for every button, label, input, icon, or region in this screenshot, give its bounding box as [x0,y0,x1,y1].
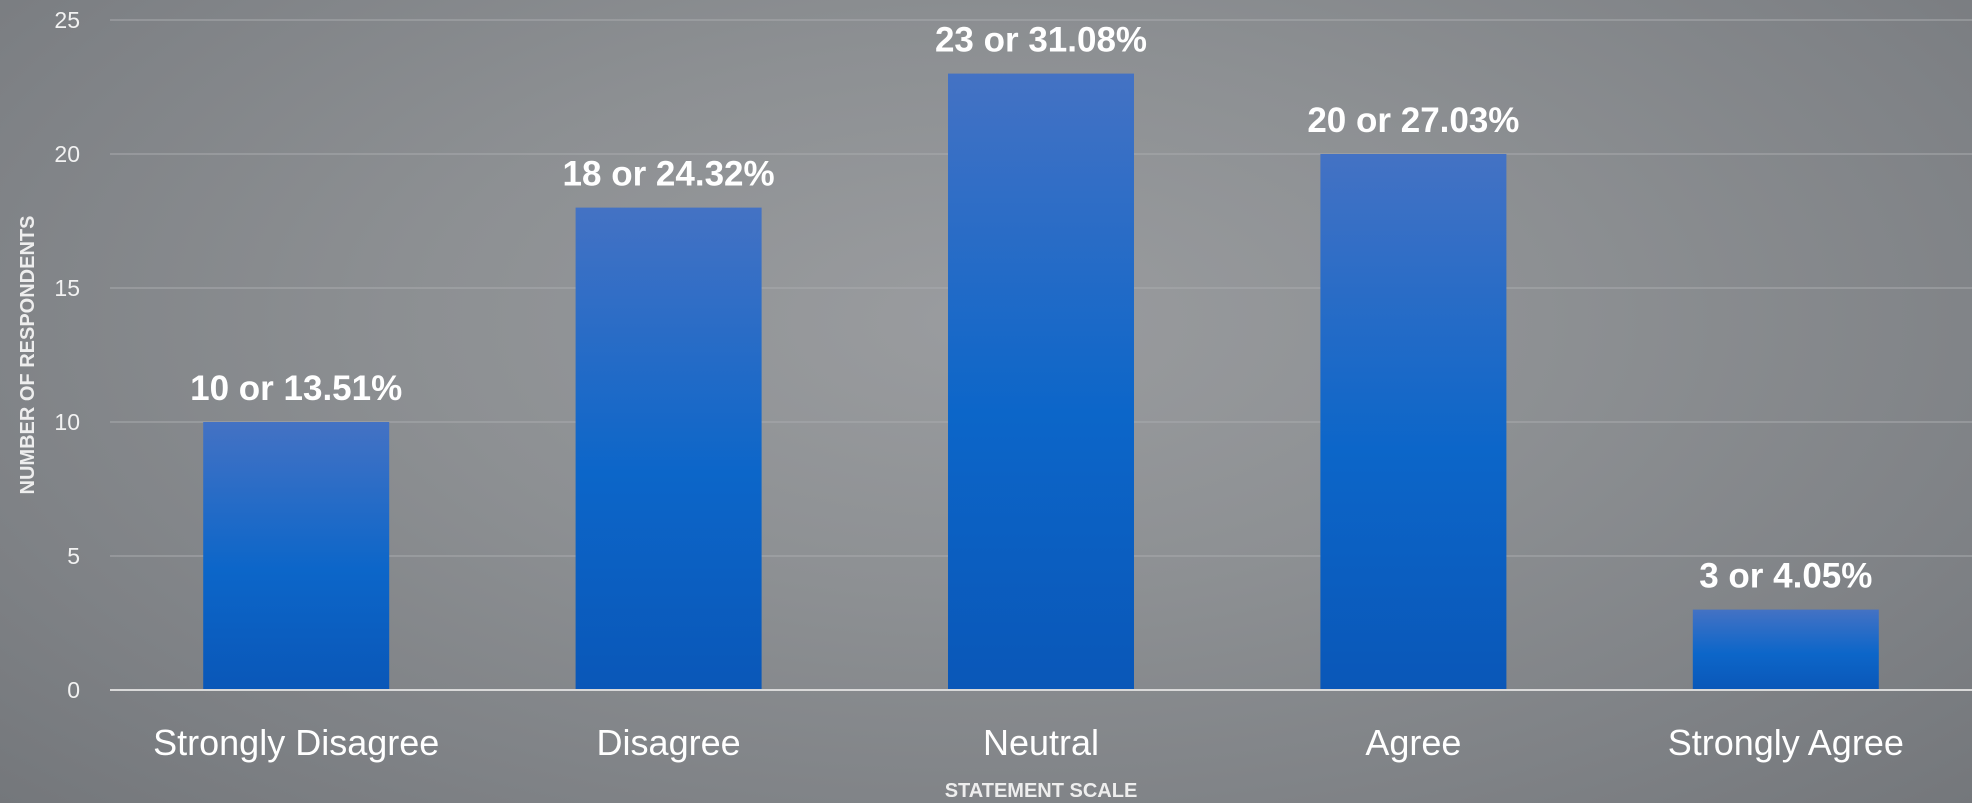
x-tick-label: Strongly Agree [1668,722,1904,763]
data-label: 18 or 24.32% [563,155,775,194]
x-tick-label: Disagree [597,722,741,763]
y-tick-label: 15 [54,275,80,301]
y-axis-title: NUMBER OF RESPONDENTS [17,216,39,495]
y-tick-label: 0 [67,677,80,703]
data-label: 20 or 27.03% [1307,101,1519,140]
y-axis-ticks: 0 5 10 15 20 25 [54,7,80,703]
bars [203,73,1879,691]
data-labels: 10 or 13.51% 18 or 24.32% 23 or 31.08% 20 o… [190,21,1872,596]
x-axis-categories: Strongly Disagree Disagree Neutral Agree Str… [153,722,1904,763]
bar [203,422,390,690]
x-tick-label: Agree [1365,722,1461,763]
bar [948,73,1134,691]
bar [1692,609,1879,690]
x-tick-label: Strongly Disagree [153,722,439,763]
bar [1320,154,1507,690]
y-tick-label: 5 [67,543,80,569]
y-tick-label: 10 [54,409,80,435]
data-label: 23 or 31.08% [935,21,1147,60]
bar [575,207,762,690]
y-tick-label: 25 [54,7,80,33]
y-tick-label: 20 [54,141,80,167]
x-tick-label: Neutral [983,722,1099,763]
data-label: 10 or 13.51% [190,369,402,408]
x-axis-title: STATEMENT SCALE [945,780,1138,802]
data-label: 3 or 4.05% [1699,557,1872,596]
